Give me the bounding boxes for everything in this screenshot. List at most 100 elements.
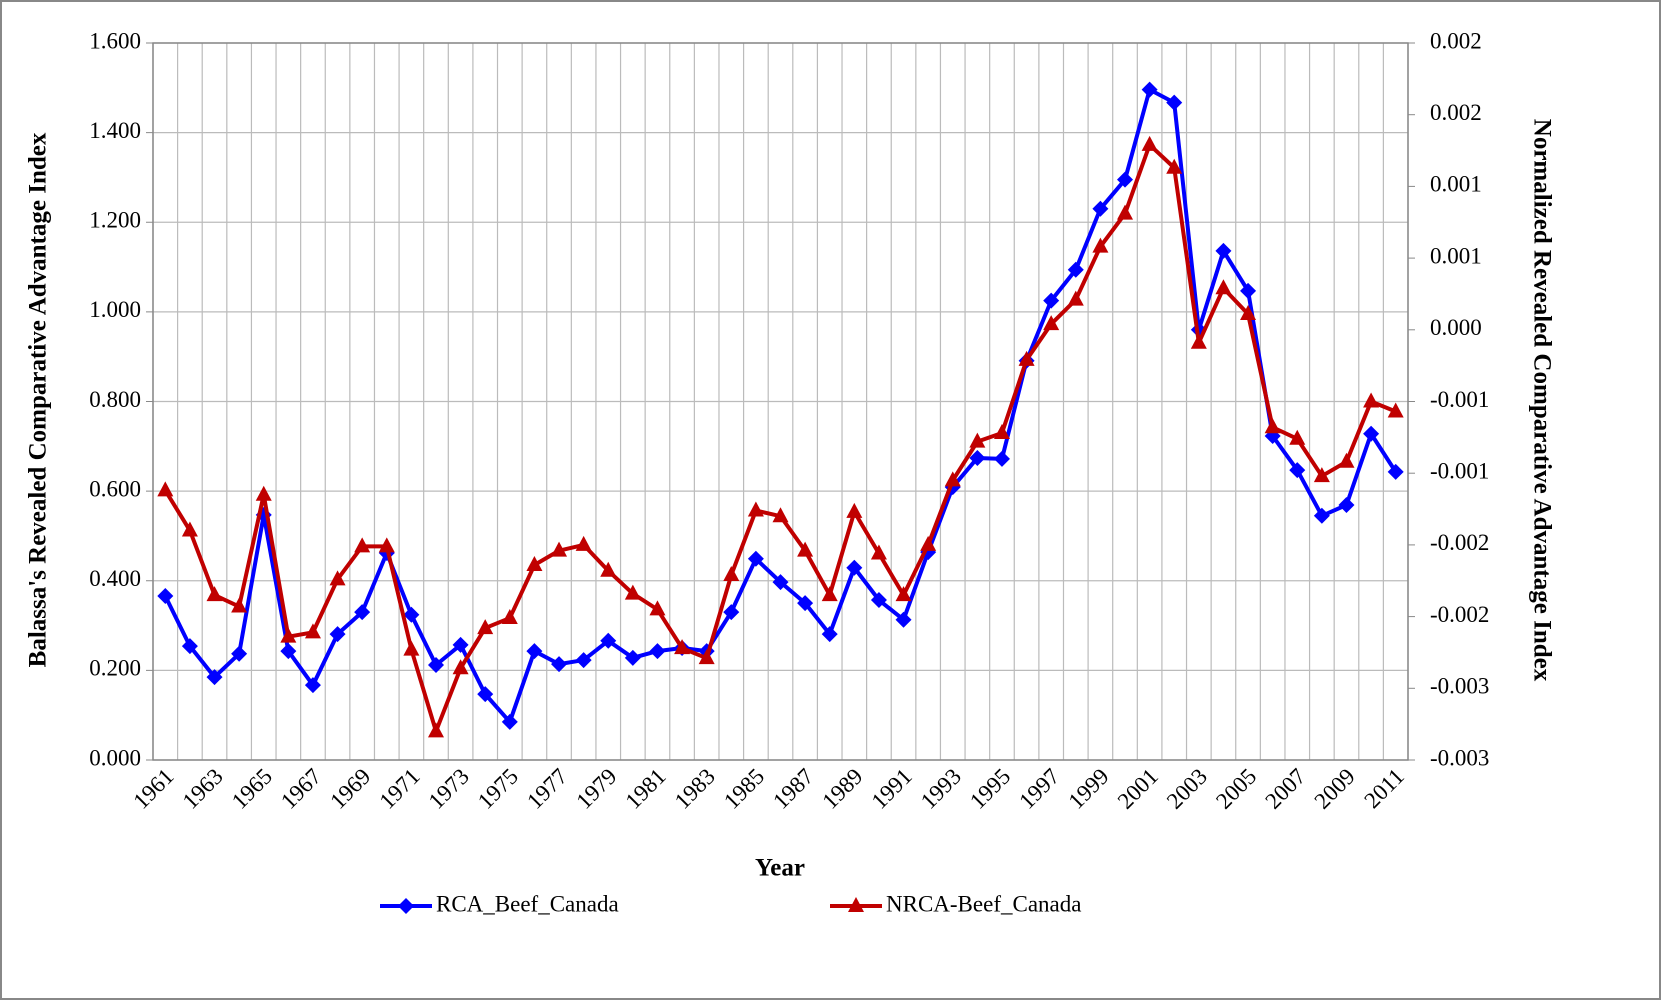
data-point xyxy=(329,626,346,643)
data-point xyxy=(1313,507,1330,524)
data-point xyxy=(797,595,814,612)
data-point xyxy=(1092,200,1109,217)
data-point xyxy=(551,656,568,673)
data-point xyxy=(821,586,838,602)
data-point xyxy=(280,627,297,643)
data-point xyxy=(1338,452,1355,468)
data-point xyxy=(600,632,617,649)
y2-tick-label: 0.002 xyxy=(1430,28,1482,53)
data-point xyxy=(280,643,297,660)
y-axis-title: Balassa's Revealed Comparative Advantage… xyxy=(25,132,52,667)
data-point xyxy=(772,507,789,523)
data-point xyxy=(895,586,912,602)
data-point xyxy=(1289,429,1306,445)
data-point xyxy=(1363,425,1380,442)
data-point xyxy=(1141,135,1158,151)
data-point xyxy=(1067,261,1084,278)
data-point xyxy=(1092,237,1109,253)
legend-marker xyxy=(848,897,864,912)
data-point xyxy=(870,592,887,609)
data-point xyxy=(181,638,198,655)
data-point xyxy=(624,649,641,666)
y2-tick-label: 0.000 xyxy=(1430,315,1482,340)
data-point xyxy=(1190,333,1207,349)
data-point xyxy=(157,481,174,497)
data-point xyxy=(944,471,961,487)
data-point xyxy=(255,485,272,501)
data-point xyxy=(1141,81,1158,98)
plot-border xyxy=(152,42,1409,761)
data-point xyxy=(378,537,395,553)
data-point xyxy=(1387,402,1404,418)
data-point xyxy=(501,713,518,730)
y2-tick-label: -0.001 xyxy=(1430,458,1489,483)
data-point xyxy=(674,639,691,655)
data-point xyxy=(772,574,789,591)
data-point xyxy=(427,722,444,738)
y-tick-label: 0.600 xyxy=(89,476,141,501)
data-point xyxy=(575,652,592,669)
data-point xyxy=(403,606,420,623)
y-tick-label: 0.000 xyxy=(89,745,141,770)
data-point xyxy=(304,677,321,694)
data-point xyxy=(969,432,986,448)
y2-tick-label: -0.003 xyxy=(1430,745,1489,770)
data-point xyxy=(477,686,494,703)
data-point xyxy=(1387,463,1404,480)
data-point xyxy=(600,561,617,577)
data-point xyxy=(1117,171,1134,188)
data-point xyxy=(1264,418,1281,434)
x-axis-title: Year xyxy=(755,855,805,882)
data-point xyxy=(1043,292,1060,309)
data-point xyxy=(1240,282,1257,299)
data-point xyxy=(452,636,469,653)
y-tick-label: 1.600 xyxy=(89,28,141,53)
y2-tick-label: -0.002 xyxy=(1430,602,1489,627)
data-point xyxy=(1043,315,1060,331)
legend-marker xyxy=(398,898,414,914)
data-point xyxy=(624,584,641,600)
data-point xyxy=(575,535,592,551)
data-point xyxy=(723,604,740,621)
data-point xyxy=(1166,94,1183,111)
data-point xyxy=(846,559,863,576)
data-point xyxy=(1166,158,1183,174)
y2-tick-label: 0.001 xyxy=(1430,243,1482,268)
data-point xyxy=(1289,462,1306,479)
y2-tick-label: -0.002 xyxy=(1430,530,1489,555)
data-point xyxy=(649,643,666,660)
data-point xyxy=(1215,279,1232,295)
data-point xyxy=(698,649,715,665)
data-point xyxy=(427,656,444,673)
data-point xyxy=(1338,497,1355,514)
data-point xyxy=(649,600,666,616)
data-point xyxy=(723,566,740,582)
data-point xyxy=(821,626,838,643)
y2-axis-title: Normalized Revealed Comparative Advantag… xyxy=(1528,119,1555,682)
data-point xyxy=(1363,392,1380,408)
data-point xyxy=(157,587,174,604)
y2-tick-label: -0.001 xyxy=(1430,387,1489,412)
data-point xyxy=(206,669,223,686)
data-point xyxy=(1313,467,1330,483)
data-point xyxy=(1067,290,1084,306)
y2-tick-label: 0.002 xyxy=(1430,100,1482,125)
data-point xyxy=(354,604,371,621)
legend-label: NRCA-Beef_Canada xyxy=(886,891,1081,916)
legend-label: RCA_Beef_Canada xyxy=(436,891,619,916)
data-point xyxy=(1018,350,1035,366)
data-point xyxy=(231,597,248,613)
data-point xyxy=(993,450,1010,467)
data-point xyxy=(551,541,568,557)
data-point xyxy=(747,501,764,517)
data-point xyxy=(231,645,248,662)
data-point xyxy=(354,537,371,553)
data-point xyxy=(329,570,346,586)
data-point xyxy=(993,424,1010,440)
data-point xyxy=(797,541,814,557)
y-tick-label: 1.400 xyxy=(89,118,141,143)
y2-tick-label: 0.001 xyxy=(1430,172,1482,197)
